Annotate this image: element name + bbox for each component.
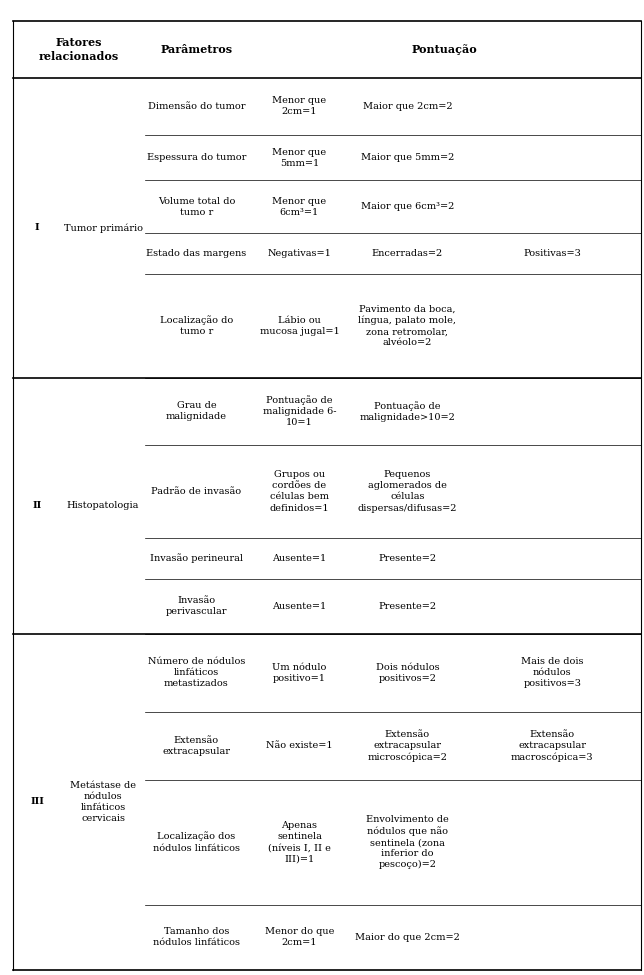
Text: Menor que
2cm=1: Menor que 2cm=1 [272,97,327,116]
Text: Padrão de invasão: Padrão de invasão [151,487,242,496]
Text: Localização dos
nódulos linfáticos: Localização dos nódulos linfáticos [153,832,240,852]
Text: Pontuação de
malignidade 6-
10=1: Pontuação de malignidade 6- 10=1 [263,396,336,427]
Text: Menor do que
2cm=1: Menor do que 2cm=1 [265,927,334,948]
Text: Maior que 2cm=2: Maior que 2cm=2 [363,102,452,111]
Text: Extensão
extracapsular
macroscópica=3: Extensão extracapsular macroscópica=3 [511,730,594,761]
Text: Invasão perineural: Invasão perineural [150,554,243,564]
Text: II: II [32,501,42,510]
Text: Envolvimento de
nódulos que não
sentinela (zona
inferior do
pescoço)=2: Envolvimento de nódulos que não sentinel… [366,815,449,870]
Text: Não existe=1: Não existe=1 [266,741,333,750]
Text: Pavimento da boca,
língua, palato mole,
zona retromolar,
alvéolo=2: Pavimento da boca, língua, palato mole, … [358,304,457,347]
Text: Grupos ou
cordões de
células bem
definidos=1: Grupos ou cordões de células bem definid… [270,470,329,513]
Text: Ausente=1: Ausente=1 [272,602,327,611]
Text: Invasão
perivascular: Invasão perivascular [166,597,227,616]
Text: Menor que
6cm³=1: Menor que 6cm³=1 [272,197,327,216]
Text: Pequenos
aglomerados de
células
dispersas/difusas=2: Pequenos aglomerados de células dispersa… [357,470,457,513]
Text: Mais de dois
nódulos
positivos=3: Mais de dois nódulos positivos=3 [521,657,583,688]
Text: Lábio ou
mucosa jugal=1: Lábio ou mucosa jugal=1 [260,316,339,336]
Text: Positivas=3: Positivas=3 [524,249,581,258]
Text: Ausente=1: Ausente=1 [272,554,327,563]
Text: Extensão
extracapsular
microscópica=2: Extensão extracapsular microscópica=2 [367,730,448,761]
Text: Espessura do tumor: Espessura do tumor [147,153,246,162]
Text: Localização do
tumo r: Localização do tumo r [160,316,233,336]
Text: Metástase de
nódulos
linfáticos
cervicais: Metástase de nódulos linfáticos cervicai… [70,781,136,823]
Text: I: I [35,223,39,232]
Text: Maior do que 2cm=2: Maior do que 2cm=2 [355,933,460,942]
Text: Menor que
5mm=1: Menor que 5mm=1 [272,147,327,168]
Text: Maior que 5mm=2: Maior que 5mm=2 [361,153,454,162]
Text: Extensão
extracapsular: Extensão extracapsular [162,736,231,756]
Text: Número de nódulos
linfáticos
metastizados: Número de nódulos linfáticos metastizado… [147,657,245,688]
Text: Pontuação de
malignidade>10=2: Pontuação de malignidade>10=2 [359,401,455,422]
Text: Dimensão do tumor: Dimensão do tumor [147,102,245,111]
Text: III: III [30,798,44,806]
Text: Dois nódulos
positivos=2: Dois nódulos positivos=2 [375,663,439,682]
Text: Presente=2: Presente=2 [378,602,437,611]
Text: Apenas
sentinela
(níveis I, II e
III)=1: Apenas sentinela (níveis I, II e III)=1 [268,821,331,863]
Text: Volume total do
tumo r: Volume total do tumo r [158,197,235,216]
Text: Tumor primário: Tumor primário [64,223,142,233]
Text: Encerradas=2: Encerradas=2 [372,249,443,258]
Text: Grau de
malignidade: Grau de malignidade [166,402,227,421]
Text: Maior que 6cm³=2: Maior que 6cm³=2 [361,202,454,212]
Text: Pontuação: Pontuação [412,44,477,56]
Text: Histopatologia: Histopatologia [67,501,139,510]
Text: Um nódulo
positivo=1: Um nódulo positivo=1 [272,663,327,682]
Text: Tamanho dos
nódulos linfáticos: Tamanho dos nódulos linfáticos [153,927,240,948]
Text: Presente=2: Presente=2 [378,554,437,563]
Text: Estado das margens: Estado das margens [146,249,247,258]
Text: Negativas=1: Negativas=1 [267,249,332,258]
Text: Parâmetros: Parâmetros [160,44,232,56]
Text: Fatores
relacionados: Fatores relacionados [39,37,119,62]
